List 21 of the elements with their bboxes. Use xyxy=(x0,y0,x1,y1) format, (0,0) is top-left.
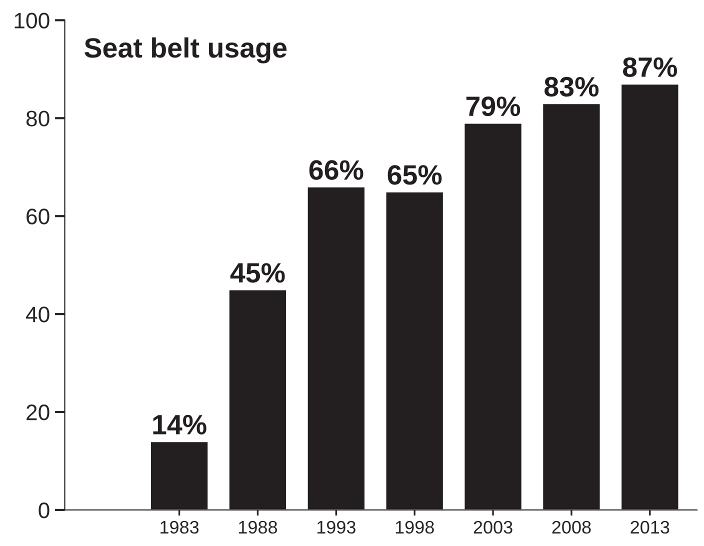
x-tick-label: 1993 xyxy=(317,520,356,534)
y-tick-label: 20 xyxy=(26,404,50,420)
data-label: 65% xyxy=(388,165,442,185)
y-tick-label: 80 xyxy=(26,110,50,126)
data-label: 79% xyxy=(466,96,520,116)
x-tick-label: 1988 xyxy=(239,520,278,534)
x-tick-label: 2003 xyxy=(474,520,512,534)
y-tick-label: 100 xyxy=(14,12,50,28)
x-tick-label: 1983 xyxy=(160,520,199,534)
text: Seat belt usage xyxy=(84,37,287,64)
data-label: 66% xyxy=(309,160,364,180)
y-tick-label: 60 xyxy=(26,208,50,224)
x-tick-label: 2013 xyxy=(630,520,670,534)
data-label: 87% xyxy=(622,57,677,77)
x-tick-label: 2008 xyxy=(552,520,591,534)
y-tick-label: 0 xyxy=(38,502,50,518)
x-tick-label: 1998 xyxy=(396,520,434,534)
data-label: 14% xyxy=(153,414,206,434)
data-label: 83% xyxy=(544,76,599,97)
y-tick-label: 40 xyxy=(26,306,50,322)
data-label: 45% xyxy=(230,263,285,283)
